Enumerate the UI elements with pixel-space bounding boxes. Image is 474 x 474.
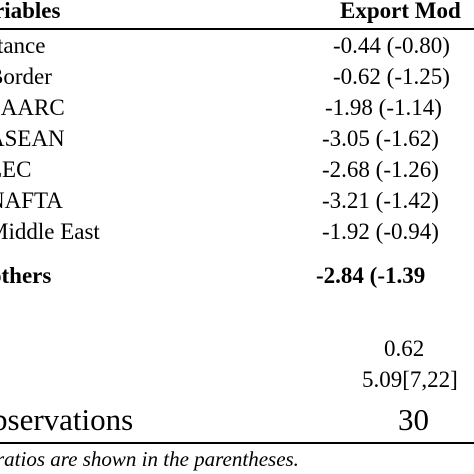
export-model-header: Export Mod [340, 0, 461, 23]
observations-value: 30 [398, 402, 429, 437]
f-stat-value: 5.09[7,22] [362, 367, 458, 392]
table-row: stance -0.44 (-0.80) [0, 31, 474, 61]
others-value: -2.84 (-1.39 [316, 263, 426, 288]
table-row: EEC -2.68 (-1.26) [0, 155, 474, 185]
variable-value: -0.44 (-0.80) [333, 33, 450, 58]
variable-value: -1.98 (-1.14) [325, 95, 442, 120]
bottom-rule [0, 442, 474, 444]
others-label: others [0, 263, 52, 288]
variable-name: Border [0, 64, 52, 89]
variable-value: -1.92 (-0.94) [322, 219, 439, 244]
variable-name: SAARC [0, 95, 65, 120]
table-footnote: ratios are shown in the parentheses. [0, 447, 299, 471]
f-stat-row: 5.09[7,22] [0, 365, 474, 395]
table-header: riables Export Mod [0, 0, 474, 26]
variables-header: riables [0, 0, 61, 23]
variable-value: -2.68 (-1.26) [322, 157, 439, 182]
header-rule [0, 28, 474, 30]
variable-value: -0.62 (-1.25) [333, 64, 450, 89]
variable-name: EEC [0, 157, 32, 182]
variable-value: -3.05 (-1.62) [322, 126, 439, 151]
table-row: ASEAN -3.05 (-1.62) [0, 124, 474, 154]
r-squared-row: 0.62 [0, 334, 474, 364]
table-row: SAARC -1.98 (-1.14) [0, 93, 474, 123]
table-row: NAFTA -3.21 (-1.42) [0, 186, 474, 216]
r-squared-value: 0.62 [384, 336, 425, 361]
variable-name: Middle East [0, 219, 100, 244]
table-row: Middle East -1.92 (-0.94) [0, 217, 474, 247]
table-row: Border -0.62 (-1.25) [0, 62, 474, 92]
observations-row: bservations 30 [0, 400, 474, 440]
variable-name: NAFTA [0, 188, 63, 213]
variable-name: ASEAN [0, 126, 65, 151]
observations-label: bservations [0, 402, 134, 437]
variable-value: -3.21 (-1.42) [322, 188, 439, 213]
table-row-others: others -2.84 (-1.39 [0, 261, 474, 291]
variable-name: stance [0, 33, 46, 58]
